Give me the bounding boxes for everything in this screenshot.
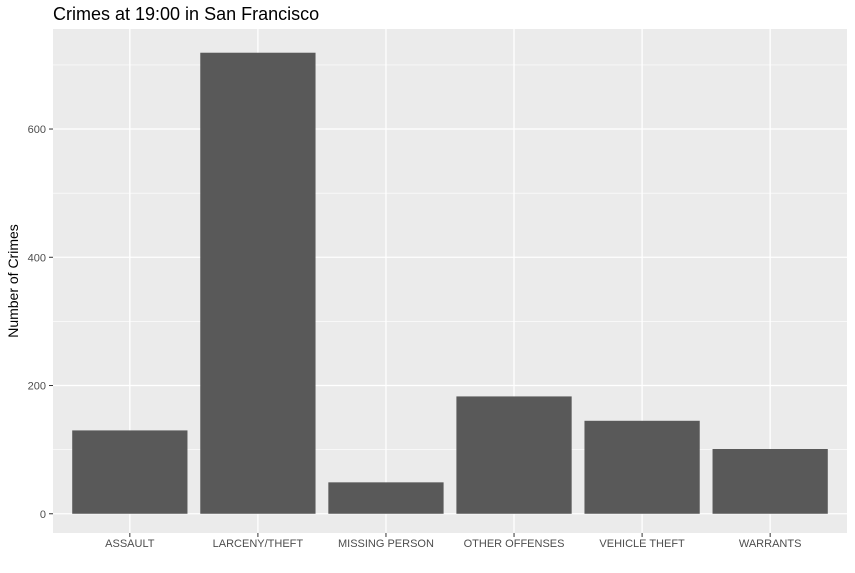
y-tick-label: 0 [40,509,46,521]
x-tick-label: OTHER OFFENSES [464,538,565,550]
x-tick-label: MISSING PERSON [338,538,434,550]
x-tick-label: ASSAULT [105,538,155,550]
x-axis: ASSAULT LARCENY/THEFT MISSING PERSON OTHER … [105,533,801,550]
bar-larceny-theft [200,52,316,514]
y-axis-title: Number of Crimes [5,224,21,338]
chart-title: Crimes at 19:00 in San Francisco [53,4,320,24]
y-tick-label: 200 [28,381,46,393]
x-tick-label: VEHICLE THEFT [599,538,685,550]
x-tick-label: WARRANTS [739,538,802,550]
y-tick-label: 600 [28,124,46,136]
bar-other-offenses [456,396,572,514]
bar-assault [72,430,188,514]
y-tick-label: 400 [28,252,46,264]
bars [72,52,828,514]
y-axis: 0 200 400 600 [28,124,53,521]
x-tick-label: LARCENY/THEFT [213,538,304,550]
bar-missing-person [328,482,444,514]
bar-warrants [712,449,828,514]
bar-vehicle-theft [584,420,700,514]
